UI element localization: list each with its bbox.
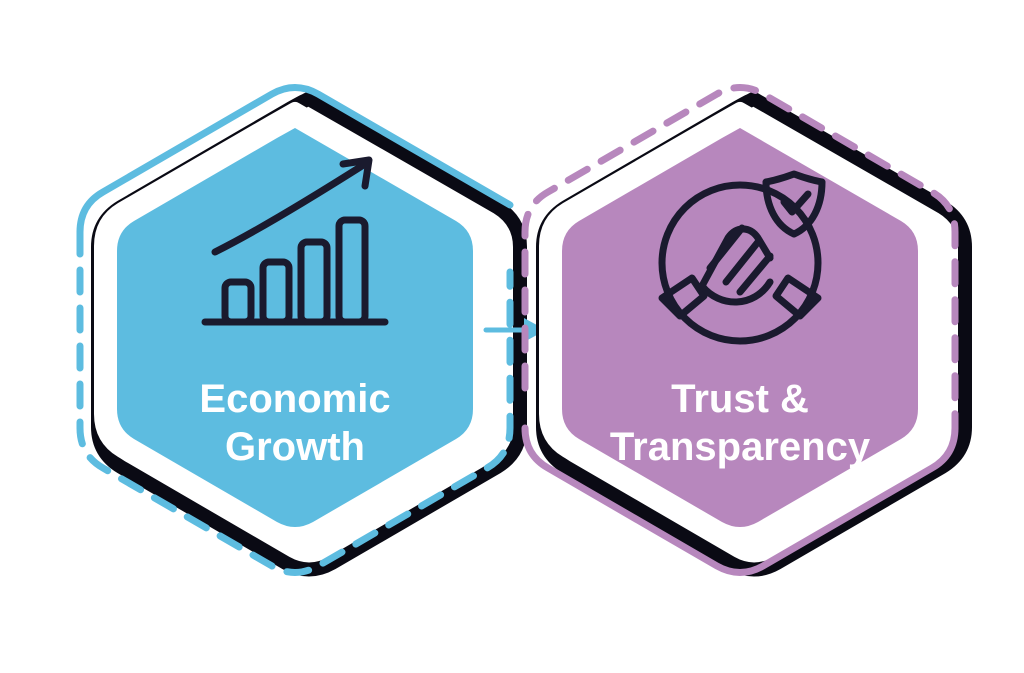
hex1-label-line2: Growth <box>225 425 365 469</box>
hex2-label-line2: Transparency <box>610 425 871 469</box>
diagram-canvas: Economic Growth Trust & Transparency <box>0 0 1024 668</box>
hexagon-trust-transparency: Trust & Transparency <box>525 88 965 573</box>
hex1-label-line1: Economic <box>199 377 390 421</box>
hexagon-economic-growth: Economic Growth <box>80 88 520 573</box>
hex2-label-line1: Trust & <box>671 377 809 421</box>
